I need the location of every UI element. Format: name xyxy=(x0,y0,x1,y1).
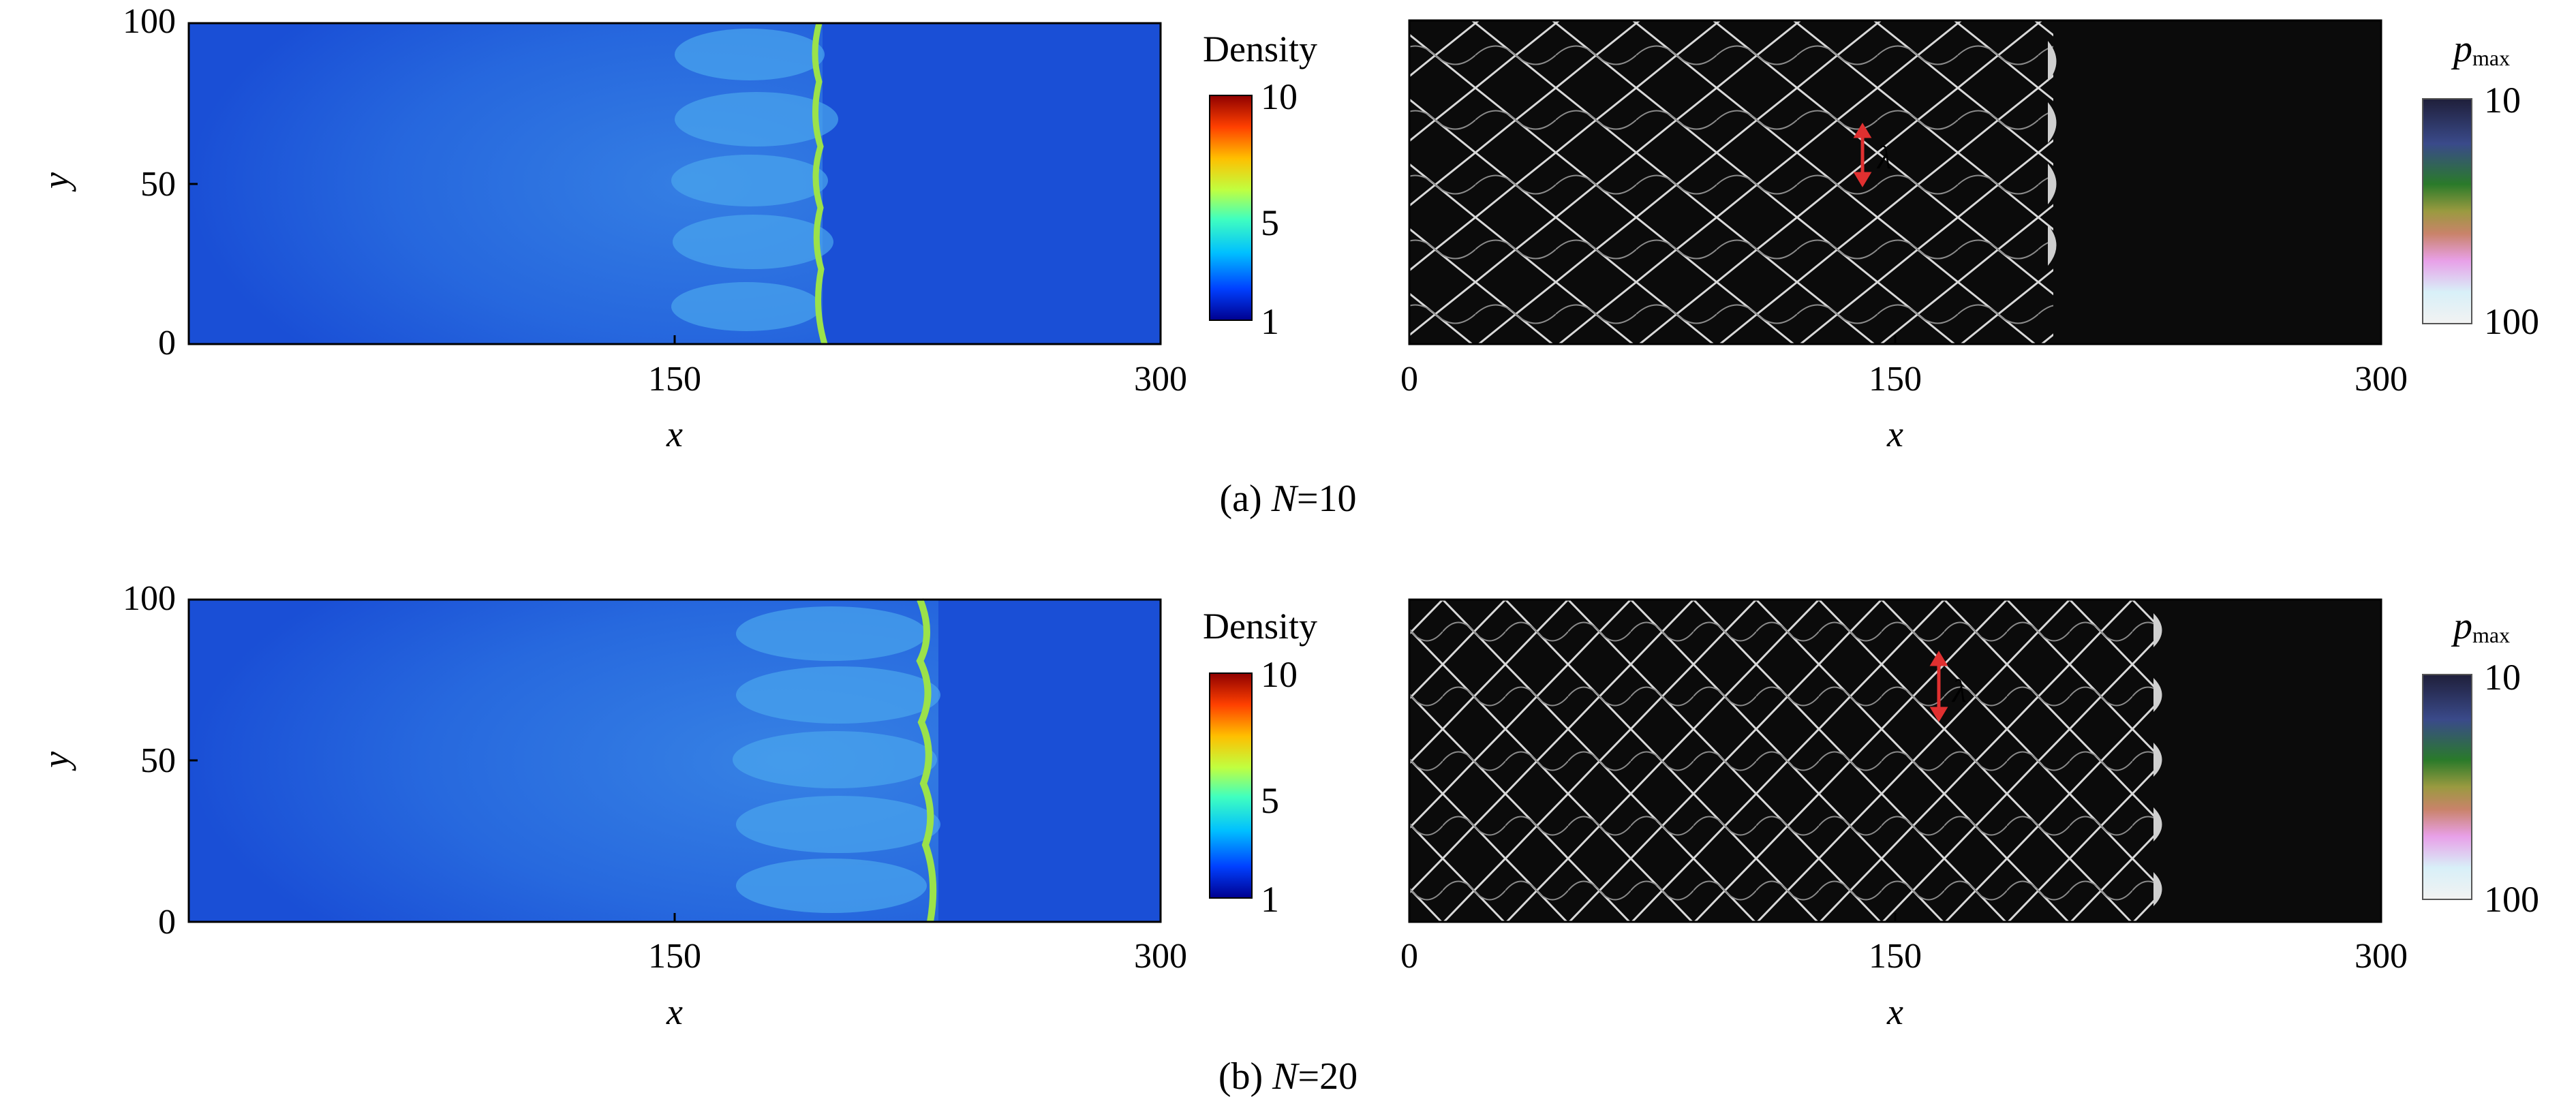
lambda-marker-a xyxy=(1853,123,1872,187)
density-colorbar-b: Density 10 5 1 xyxy=(1203,606,1317,920)
y-tick-label: 50 xyxy=(140,741,176,780)
y-axis-label: y xyxy=(35,752,76,771)
colorbar-tick-label: 10 xyxy=(1261,654,1298,695)
y-tick-label: 50 xyxy=(140,165,176,204)
y-axis-label: y xyxy=(35,172,76,192)
caption-b: (b) N=20 xyxy=(1218,1055,1358,1098)
colorbar-tick-label: 10 xyxy=(2484,80,2521,121)
x-tick-label: 150 xyxy=(648,937,701,976)
density-ticks-a xyxy=(189,22,1162,345)
colorbar-tick-label: 1 xyxy=(1261,301,1279,342)
colorbar-tick-label: 5 xyxy=(1261,780,1279,821)
colorbar-title: pmax xyxy=(2451,28,2510,70)
x-axis-label: x xyxy=(1886,414,1903,454)
density-jets-a xyxy=(671,29,838,331)
colorbar-tick-label: 100 xyxy=(2484,879,2539,920)
panel-a: 100 50 0 150 300 x y Density 10 5 1 xyxy=(35,2,2539,520)
lambda-label: λ xyxy=(1876,140,1892,176)
colorbar-tick-label: 10 xyxy=(1261,76,1298,117)
colorbar-gradient xyxy=(1209,95,1253,321)
cellular-pattern-a-fill xyxy=(1409,20,2053,344)
x-tick-label: 300 xyxy=(2355,937,2408,976)
colorbar-title-subscript: max xyxy=(2472,623,2510,647)
y-tick-label: 0 xyxy=(158,324,176,362)
density-jets-b xyxy=(733,606,940,913)
x-tick-label: 300 xyxy=(2355,360,2408,399)
colorbar-tick-label: 10 xyxy=(2484,657,2521,698)
x-axis-label: x xyxy=(1886,991,1903,1032)
pmax-colorbar-b: pmax 10 100 xyxy=(2422,605,2539,920)
colorbar-gradient xyxy=(2422,98,2472,324)
x-axis-label: x xyxy=(666,991,683,1032)
colorbar-title: pmax xyxy=(2451,605,2510,647)
colorbar-tick-label: 5 xyxy=(1261,202,1279,243)
density-ticks-b xyxy=(189,598,1162,923)
pmax-plot-a: λ 0 150 300 x xyxy=(1400,19,2408,454)
x-tick-label: 150 xyxy=(1869,937,1922,976)
colorbar-gradient xyxy=(2422,674,2472,900)
colorbar-title-subscript: max xyxy=(2472,46,2510,70)
colorbar-title: Density xyxy=(1203,29,1317,69)
density-plot-b: 100 50 0 150 300 x y xyxy=(35,579,1187,1032)
x-tick-label: 150 xyxy=(648,360,701,399)
cellular-pattern-b xyxy=(1409,600,2159,922)
caption-a: (a) N=10 xyxy=(1219,478,1356,520)
x-tick-label: 150 xyxy=(1869,360,1922,399)
cell-front-bulges-a xyxy=(2048,41,2057,266)
density-plot-a: 100 50 0 150 300 x y xyxy=(35,2,1187,454)
detonation-front-a xyxy=(812,22,828,345)
colorbar-title: Density xyxy=(1203,606,1317,647)
pmax-colorbar-a: pmax 10 100 xyxy=(2422,28,2539,342)
colorbar-gradient xyxy=(1209,672,1253,899)
y-tick-label: 0 xyxy=(158,903,176,942)
detonation-front-b xyxy=(916,598,937,923)
colorbar-tick-label: 1 xyxy=(1261,879,1279,920)
panel-b: 100 50 0 150 300 x y Density 10 5 1 xyxy=(35,579,2539,1098)
y-tick-label: 100 xyxy=(123,579,176,618)
x-tick-label: 0 xyxy=(1400,937,1418,976)
y-tick-label: 100 xyxy=(123,2,176,41)
pmax-ticks-b xyxy=(1408,913,2382,922)
colorbar-tick-label: 100 xyxy=(2484,301,2539,342)
density-colorbar-a: Density 10 5 1 xyxy=(1203,29,1317,342)
x-tick-label: 0 xyxy=(1400,360,1418,399)
lambda-marker-b xyxy=(1929,651,1948,722)
x-axis-label: x xyxy=(666,414,683,454)
cell-front-bulges-b xyxy=(2153,613,2162,906)
pmax-ticks-a xyxy=(1408,335,2382,344)
lambda-label: λ xyxy=(1951,673,1967,709)
x-tick-label: 300 xyxy=(1134,937,1187,976)
pmax-plot-b: λ 0 150 300 x xyxy=(1400,598,2408,1032)
x-tick-label: 300 xyxy=(1134,360,1187,399)
